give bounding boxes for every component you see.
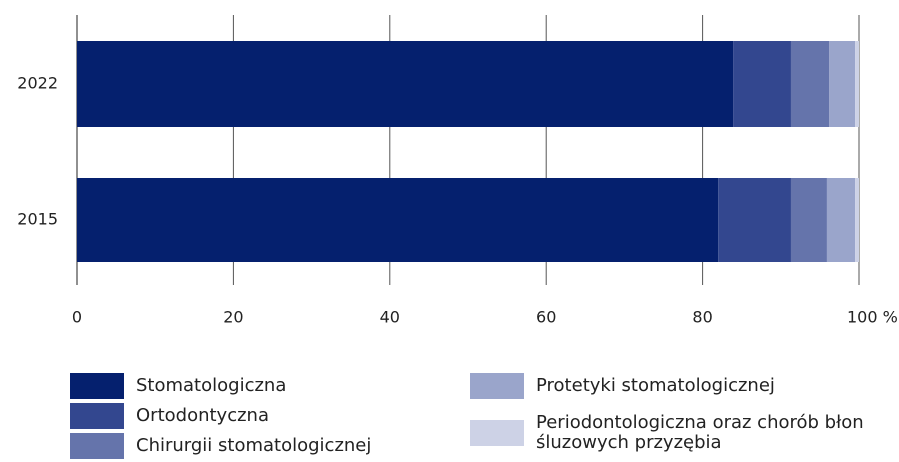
y-tick-label: 2015 [17, 210, 58, 229]
x-tick-label: 40 [380, 308, 400, 327]
bar-segment [790, 41, 830, 127]
chart: 0 20 40 60 80 100 % 2022 2015 [17, 15, 898, 327]
bar-segment [790, 178, 827, 262]
bar-segment [829, 41, 856, 127]
bar-segment [855, 41, 859, 127]
bar-segment [77, 41, 734, 127]
legend-swatch [70, 373, 124, 399]
x-tick-label: 100 % [847, 308, 898, 327]
legend-swatch [70, 403, 124, 429]
legend-swatch [70, 433, 124, 459]
legend-label: Periodontologiczna oraz chorób błon śluz… [536, 412, 864, 453]
y-tick-label: 2022 [17, 74, 58, 93]
legend-item: Protetyki stomatologicznej [470, 373, 880, 399]
legend-item: Ortodontyczna [70, 403, 450, 429]
legend-label: Ortodontyczna [136, 405, 269, 426]
legend-item: Periodontologiczna oraz chorób błon śluz… [470, 413, 880, 453]
bar-segment [718, 178, 791, 262]
x-tick-label: 20 [223, 308, 243, 327]
x-tick-label: 0 [72, 308, 82, 327]
legend-label: Chirurgii stomatologicznej [136, 435, 372, 456]
legend-item: Stomatologiczna [70, 373, 450, 399]
bar-segment [733, 41, 791, 127]
bar-segment [826, 178, 856, 262]
legend-swatch [470, 420, 524, 446]
bar-segment [77, 178, 719, 262]
legend-label: Stomatologiczna [136, 375, 287, 396]
x-tick-label: 60 [536, 308, 556, 327]
legend-swatch [470, 373, 524, 399]
x-tick-label: 80 [692, 308, 712, 327]
bar-segment [855, 178, 859, 262]
legend-label: Protetyki stomatologicznej [536, 375, 775, 396]
legend-item: Chirurgii stomatologicznej [70, 433, 450, 459]
